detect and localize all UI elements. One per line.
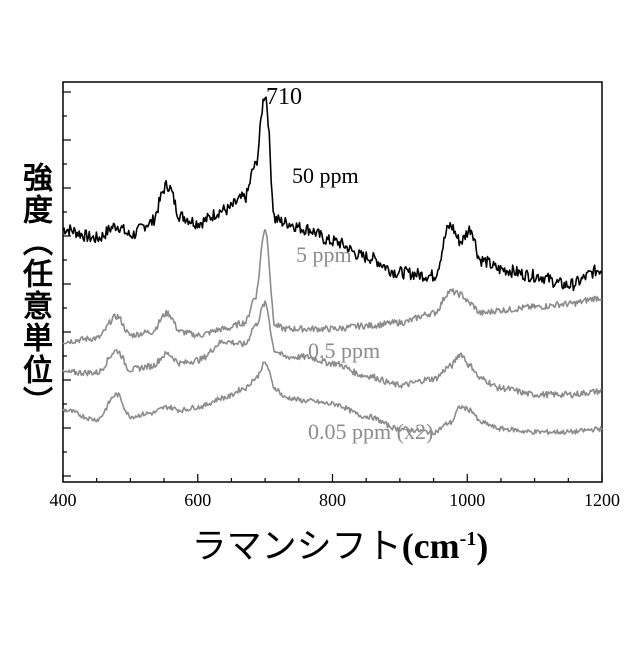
series-label: 0.5 ppm xyxy=(308,338,380,363)
x-ticks: 400 600 800 1000 1200 xyxy=(50,474,621,510)
x-axis-unit-exponent: -1 xyxy=(460,528,477,550)
peak-annotation-710: 710 xyxy=(266,84,302,110)
series-label: 50 ppm xyxy=(292,163,359,188)
x-tick-label: 1200 xyxy=(584,490,620,510)
series-label: 5 ppm xyxy=(296,242,352,267)
x-tick-label: 400 xyxy=(50,490,77,510)
x-tick-label: 1000 xyxy=(449,490,485,510)
y-axis-label-text: 強度（任意単位） xyxy=(12,162,56,418)
x-axis-unit: (cm-1) xyxy=(402,526,489,566)
y-axis-label: 強度（任意単位） xyxy=(10,140,58,440)
series-labels: 50 ppm 5 ppm 0.5 ppm 0.05 ppm (x2) xyxy=(292,163,433,444)
x-axis-unit-base: (cm xyxy=(402,526,460,566)
x-axis-unit-close: ) xyxy=(476,526,488,566)
x-axis-label: ラマンシフト(cm-1) xyxy=(60,518,620,569)
series-label: 0.05 ppm (x2) xyxy=(308,419,433,444)
x-tick-label: 800 xyxy=(319,490,346,510)
x-tick-label: 600 xyxy=(184,490,211,510)
y-ticks xyxy=(63,92,71,476)
x-axis-label-text: ラマンシフト xyxy=(192,527,402,567)
